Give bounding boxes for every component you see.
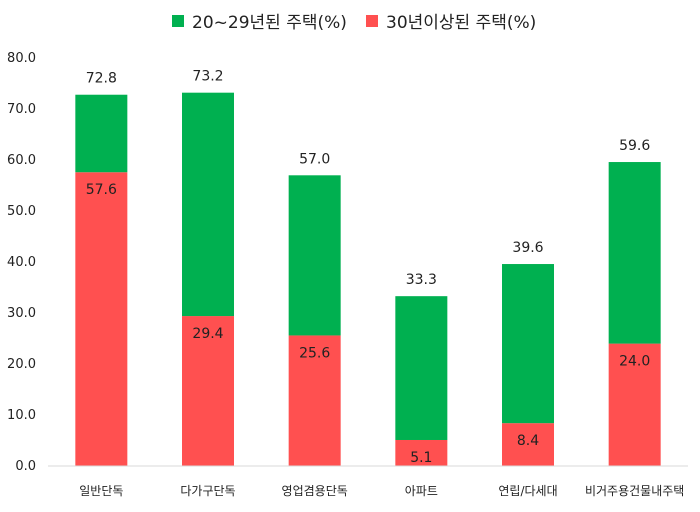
y-tick-label: 80.0 [7,51,36,66]
legend-label-red: 30년이상된 주택(%) [386,13,536,33]
bar-segment-20to29 [182,92,234,317]
data-label-total: 73.2 [192,69,223,85]
y-tick-label: 50.0 [7,204,36,219]
data-label-total: 59.6 [619,138,650,154]
y-tick-label: 40.0 [7,255,36,270]
data-label-30plus: 5.1 [410,450,432,466]
x-category-label: 아파트 [405,484,438,498]
bars: 57.6 72.8 29.4 73.2 25.6 57.0 5.1 33.3 8.4 39.6 24… [75,69,661,467]
legend: 20~29년된 주택(%) 30년이상된 주택(%) [172,13,536,33]
data-label-total: 57.0 [299,151,330,167]
bar-segment-30plus [182,316,234,466]
y-tick-label: 10.0 [7,408,36,423]
y-axis: 0.0 10.0 20.0 30.0 40.0 50.0 60.0 70.0 80.0 [7,51,36,474]
x-axis: 일반단독 다가구단독 영업겸용단독 아파트 연립/다세대 비거주용건물내주택 [79,484,684,498]
bar-segment-20to29 [608,162,661,344]
data-label-total: 39.6 [512,240,543,256]
data-label-30plus: 57.6 [86,182,117,198]
x-category-label: 일반단독 [79,484,123,498]
bar-segment-30plus [288,335,341,466]
y-tick-label: 60.0 [7,153,36,168]
bar-segment-20to29 [395,296,448,440]
bar-segment-30plus [502,423,554,466]
data-label-total: 72.8 [86,71,117,87]
y-tick-label: 70.0 [7,102,36,117]
data-label-30plus: 8.4 [517,433,539,449]
x-category-label: 비거주용건물내주택 [585,484,684,498]
bar-segment-20to29 [502,264,554,424]
data-label-30plus: 25.6 [299,345,330,361]
x-category-label: 영업겸용단독 [282,484,348,498]
bar-segment-30plus [75,172,128,467]
legend-swatch-red [366,15,378,27]
x-category-label: 다가구단독 [180,484,235,498]
data-label-total: 33.3 [406,272,437,288]
legend-label-green: 20~29년된 주택(%) [192,13,347,33]
bar-segment-20to29 [75,94,128,173]
bar-segment-20to29 [288,175,341,336]
data-label-30plus: 29.4 [192,326,223,342]
y-tick-label: 30.0 [7,306,36,321]
bar-segment-30plus [395,439,448,466]
data-label-30plus: 24.0 [619,354,650,370]
y-tick-label: 20.0 [7,357,36,372]
bar-segment-30plus [608,343,661,466]
x-category-label: 연립/다세대 [498,484,557,498]
y-tick-label: 0.0 [15,459,36,474]
legend-swatch-green [172,15,184,27]
